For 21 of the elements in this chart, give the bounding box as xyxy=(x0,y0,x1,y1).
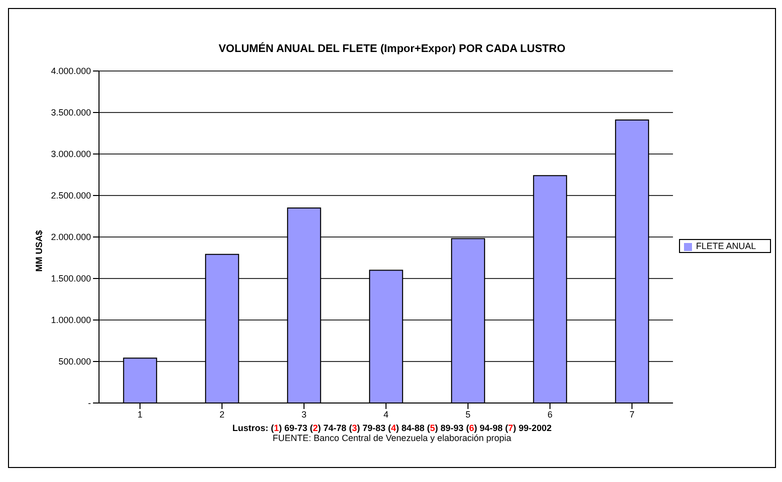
legend-label: FLETE ANUAL xyxy=(696,241,756,251)
y-axis-title: MM USA$ xyxy=(34,230,44,272)
x-tick-label: 6 xyxy=(547,409,552,420)
x-tick-label: 2 xyxy=(219,409,224,420)
chart-title: VOLUMÉN ANUAL DEL FLETE (Impor+Expor) POR CADA LUSTRO xyxy=(218,43,566,55)
y-tick-label: 1.500.000 xyxy=(50,274,91,284)
y-tick-label: 3.000.000 xyxy=(50,149,91,160)
y-tick-label: 4.000.000 xyxy=(50,66,91,76)
x-tick-label: 4 xyxy=(383,409,388,420)
y-tick-label: 2.500.000 xyxy=(50,190,91,201)
x-tick-label: 5 xyxy=(465,409,470,420)
source-note: FUENTE: Banco Central de Venezuela y elaboración propia xyxy=(272,433,512,443)
y-tick-label: 1.000.000 xyxy=(50,315,91,326)
x-tick-label: 3 xyxy=(301,409,306,420)
y-tick-label: 500.000 xyxy=(58,356,91,367)
text: Lustros: (1) 69-73 (2) 74-78 (3) 79-83 (4) 84-88 (5) 89-93 (6) 94-98 (7) 99-2002 xyxy=(232,423,552,433)
y-tick-label: 2.000.000 xyxy=(50,232,91,242)
y-tick-label: 3.500.000 xyxy=(50,108,91,118)
x-tick-label: 1 xyxy=(137,409,143,420)
y-tick-label: - xyxy=(88,398,91,408)
x-tick-label: 7 xyxy=(629,409,634,420)
